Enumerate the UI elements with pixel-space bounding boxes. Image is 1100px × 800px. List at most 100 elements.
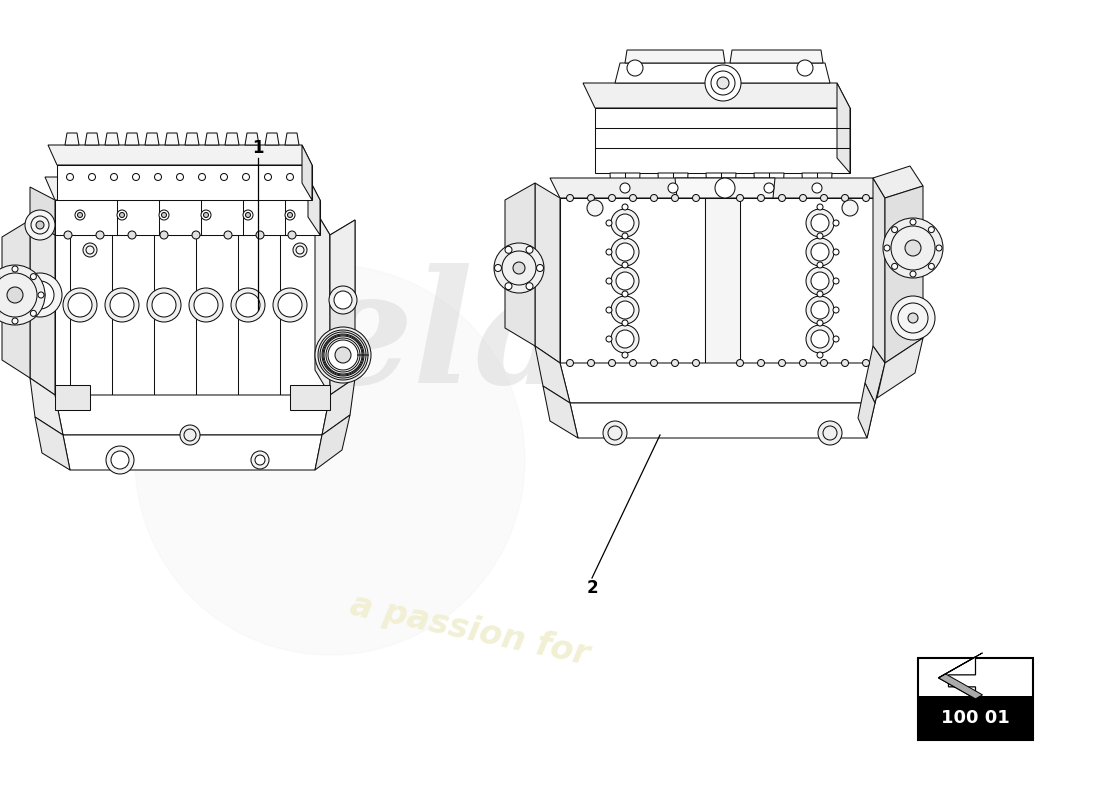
Circle shape (798, 60, 813, 76)
Circle shape (176, 174, 184, 181)
Circle shape (811, 330, 829, 348)
Polygon shape (322, 378, 355, 435)
Circle shape (120, 213, 124, 218)
Circle shape (737, 359, 744, 366)
Circle shape (117, 210, 126, 220)
Polygon shape (858, 383, 874, 438)
Circle shape (821, 194, 827, 202)
Polygon shape (35, 417, 70, 470)
Polygon shape (55, 395, 330, 435)
Circle shape (587, 359, 594, 366)
Circle shape (128, 231, 136, 239)
Circle shape (610, 296, 639, 324)
Circle shape (192, 231, 200, 239)
Circle shape (198, 174, 206, 181)
Circle shape (610, 209, 639, 237)
Circle shape (616, 214, 634, 232)
Circle shape (629, 359, 637, 366)
Polygon shape (543, 386, 578, 438)
Circle shape (160, 231, 168, 239)
Circle shape (779, 359, 785, 366)
Circle shape (236, 293, 260, 317)
Polygon shape (865, 346, 886, 403)
Circle shape (833, 220, 839, 226)
Circle shape (884, 245, 890, 251)
Polygon shape (290, 385, 330, 410)
Circle shape (928, 263, 934, 270)
Circle shape (287, 213, 293, 218)
Circle shape (66, 174, 74, 181)
Circle shape (833, 307, 839, 313)
Circle shape (288, 231, 296, 239)
Circle shape (717, 77, 729, 89)
Circle shape (910, 219, 916, 225)
Circle shape (35, 290, 45, 300)
Text: elas: elas (312, 263, 668, 417)
Circle shape (606, 220, 612, 226)
Circle shape (620, 183, 630, 193)
Circle shape (77, 213, 82, 218)
Circle shape (779, 194, 785, 202)
Polygon shape (145, 133, 160, 145)
Circle shape (817, 204, 823, 210)
Circle shape (334, 291, 352, 309)
Polygon shape (873, 178, 886, 363)
Circle shape (264, 174, 272, 181)
Circle shape (806, 267, 834, 295)
Polygon shape (535, 346, 570, 403)
Polygon shape (877, 338, 923, 398)
FancyBboxPatch shape (918, 696, 1033, 740)
Polygon shape (560, 363, 886, 403)
Circle shape (256, 231, 264, 239)
Circle shape (811, 243, 829, 261)
Text: a passion for: a passion for (348, 589, 593, 671)
Circle shape (621, 294, 628, 300)
Circle shape (833, 336, 839, 342)
Circle shape (293, 243, 307, 257)
Circle shape (910, 271, 916, 277)
Circle shape (135, 265, 525, 655)
Circle shape (833, 249, 839, 255)
Polygon shape (55, 235, 330, 395)
Circle shape (800, 359, 806, 366)
Circle shape (0, 265, 45, 325)
Circle shape (494, 243, 544, 293)
Circle shape (811, 214, 829, 232)
Circle shape (132, 174, 140, 181)
Polygon shape (706, 173, 736, 213)
Polygon shape (226, 133, 239, 145)
Polygon shape (802, 173, 832, 213)
Polygon shape (302, 145, 312, 200)
Circle shape (892, 263, 898, 270)
Circle shape (806, 325, 834, 353)
Polygon shape (938, 653, 982, 678)
Circle shape (566, 194, 573, 202)
Circle shape (650, 359, 658, 366)
Circle shape (627, 60, 644, 76)
Circle shape (147, 288, 182, 322)
Circle shape (842, 359, 848, 366)
Circle shape (63, 288, 97, 322)
Polygon shape (205, 133, 219, 145)
Circle shape (242, 174, 250, 181)
Circle shape (566, 359, 573, 366)
Circle shape (892, 226, 898, 233)
Circle shape (285, 210, 295, 220)
Circle shape (255, 455, 265, 465)
Circle shape (936, 245, 942, 251)
Polygon shape (705, 198, 740, 363)
Circle shape (526, 282, 534, 290)
Text: 2: 2 (586, 579, 597, 597)
Circle shape (39, 292, 44, 298)
Circle shape (818, 421, 842, 445)
Circle shape (716, 183, 726, 193)
Circle shape (705, 65, 741, 101)
Circle shape (621, 204, 628, 210)
Circle shape (110, 293, 134, 317)
Circle shape (204, 213, 209, 218)
Circle shape (152, 293, 176, 317)
Circle shape (587, 200, 603, 216)
Circle shape (537, 265, 543, 271)
Polygon shape (615, 63, 830, 83)
Circle shape (806, 209, 834, 237)
